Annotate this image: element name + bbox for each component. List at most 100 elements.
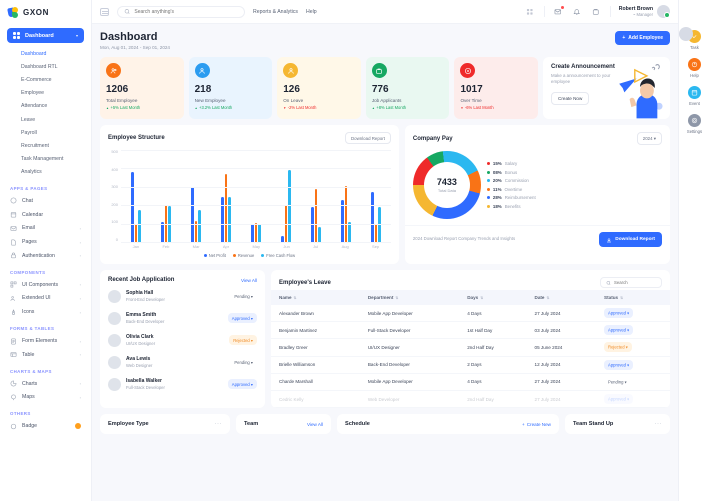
bar[interactable]: [224, 173, 228, 242]
download-report-button[interactable]: Download Report: [344, 132, 391, 144]
view-all-link[interactable]: View All: [240, 277, 257, 283]
stat-card[interactable]: 218 New Employee ▲ +3.2% Last Month: [188, 57, 273, 119]
sidebar-item-email[interactable]: Email ›: [7, 221, 84, 235]
table-row[interactable]: Charde Marshall Mobile App Developer 4 Day…: [271, 373, 670, 391]
leave-search-input[interactable]: [614, 280, 656, 285]
sidebar-item-calendar[interactable]: Calendar: [7, 208, 84, 222]
donut-legend-item[interactable]: 18% Benefits: [486, 204, 662, 209]
donut-legend-item[interactable]: 20% Commission: [486, 178, 662, 183]
view-all-link[interactable]: View All: [306, 421, 323, 427]
leave-search-box[interactable]: [600, 277, 662, 288]
rail-item-event[interactable]: Event: [687, 86, 701, 106]
sidebar-item-table[interactable]: Table ›: [7, 348, 84, 362]
sidebar-subitem-task-management[interactable]: Task Management: [21, 156, 64, 163]
status-badge[interactable]: Pending ▾: [608, 379, 627, 385]
user-menu[interactable]: Robert Brown ~ Manager: [619, 5, 670, 18]
bar[interactable]: [344, 185, 348, 242]
bar[interactable]: [370, 191, 374, 242]
donut-legend-item[interactable]: 28% Reimbursement: [486, 195, 662, 200]
create-new-button[interactable]: + Create New: [522, 421, 551, 427]
sidebar-item-chat[interactable]: Chat: [7, 194, 84, 208]
sidebar-item-authentication[interactable]: Authentication ›: [7, 249, 84, 263]
status-badge[interactable]: Approved ▾: [227, 379, 257, 389]
sidebar-item-icons[interactable]: Icons ›: [7, 305, 84, 319]
stat-card[interactable]: 1206 Total Employee ▲ +5% Last Month: [100, 57, 184, 119]
sidebar-item-extended-ui[interactable]: Extended UI ›: [7, 292, 84, 306]
bar[interactable]: [134, 224, 138, 242]
sidebar-subitem-payroll[interactable]: Payroll: [21, 129, 37, 136]
status-badge[interactable]: Pending ▾: [234, 293, 253, 299]
donut-legend-item[interactable]: 08% Bonus: [486, 170, 662, 175]
sidebar-subitem-e-commerce[interactable]: E-Commerce: [21, 76, 52, 83]
search-input[interactable]: [134, 8, 238, 15]
bar[interactable]: [198, 209, 201, 242]
sidebar-item-ui-components[interactable]: UI Components ›: [7, 278, 84, 292]
column-header[interactable]: Department ⇅: [361, 290, 462, 305]
status-badge[interactable]: Approved ▾: [604, 359, 634, 370]
bar[interactable]: [340, 199, 344, 242]
hamburger-icon[interactable]: [100, 7, 109, 16]
column-header[interactable]: Status ⇅: [598, 290, 670, 305]
bar[interactable]: [374, 223, 378, 242]
rail-avatar[interactable]: [679, 27, 693, 41]
nav-link-help[interactable]: Help: [305, 8, 317, 15]
table-row[interactable]: Alexander Brown Mobile App Developer 4 Day…: [271, 305, 670, 323]
nav-link-reports[interactable]: Reports & Analytics: [253, 8, 298, 15]
year-select[interactable]: 2024 ▾: [636, 132, 662, 145]
bar[interactable]: [251, 224, 254, 242]
notification-icon[interactable]: [572, 6, 583, 17]
legend-item[interactable]: Revenue: [232, 253, 254, 258]
sidebar-subitem-recruitment[interactable]: Recruitment: [21, 142, 49, 149]
list-item[interactable]: Ava Lewis Web Designer Pending ▾: [100, 351, 265, 373]
bar[interactable]: [254, 223, 258, 242]
sidebar-subitem-employee[interactable]: Employee: [21, 90, 45, 97]
search-box[interactable]: [117, 5, 245, 18]
bar[interactable]: [258, 224, 261, 242]
sidebar-item-form-elements[interactable]: Form Elements ›: [7, 334, 84, 348]
mail-icon[interactable]: [553, 6, 564, 17]
status-badge[interactable]: Approved ▾: [604, 325, 634, 336]
table-row[interactable]: Brielle Williamson Back-End Developer 2 Da…: [271, 356, 670, 374]
donut-legend-item[interactable]: 11% Overtime: [486, 187, 662, 192]
sidebar-item-dashboard[interactable]: Dashboard ▾: [7, 28, 84, 43]
sidebar-subitem-attendance[interactable]: Attendance: [21, 103, 48, 110]
sidebar-subitem-analytics[interactable]: Analytics: [21, 169, 42, 176]
download-report-button[interactable]: Download Report: [599, 232, 662, 247]
bar[interactable]: [194, 221, 198, 242]
list-item[interactable]: Emma Smith Back-End Developer Approved ▾: [100, 307, 265, 329]
table-row[interactable]: Bradley Greer UI/UX Designer 2nd Half Day 0…: [271, 338, 670, 357]
more-options-icon[interactable]: ···: [654, 421, 662, 428]
legend-item[interactable]: Free Cash Flow: [261, 253, 295, 258]
sidebar-subitem-dashboard-rtl[interactable]: Dashboard RTL: [21, 63, 58, 70]
sidebar-item-maps[interactable]: Maps ›: [7, 390, 84, 404]
rail-item-settings[interactable]: Settings: [687, 114, 702, 134]
bar[interactable]: [138, 209, 141, 242]
sidebar-item-pages[interactable]: Pages ›: [7, 235, 84, 249]
sidebar-item-badge[interactable]: Badge: [7, 419, 84, 433]
bar[interactable]: [348, 221, 351, 242]
add-employee-button[interactable]: + Add Employee: [615, 31, 670, 45]
bar[interactable]: [228, 197, 231, 242]
column-header[interactable]: Date ⇅: [528, 290, 599, 305]
brand[interactable]: GXON: [0, 0, 91, 24]
table-row[interactable]: Cedric Kelly Web Developer 2nd Half Day 27 …: [271, 390, 670, 409]
bar[interactable]: [314, 189, 318, 242]
status-badge[interactable]: Rejected ▾: [604, 342, 632, 353]
cart-icon[interactable]: [591, 6, 602, 17]
bar[interactable]: [191, 187, 194, 242]
column-header[interactable]: Days ⇅: [461, 290, 529, 305]
apps-icon[interactable]: [525, 6, 536, 17]
bar[interactable]: [221, 197, 224, 242]
table-row[interactable]: Benjamin Martinez Full-Stack Developer 1st…: [271, 321, 670, 340]
list-item[interactable]: Olivia Clark UI/UX Designer Rejected ▾: [100, 329, 265, 351]
list-item[interactable]: Isabella Walker Full-Stack Developer Appro…: [100, 373, 265, 395]
donut-legend-item[interactable]: 15% Salary: [486, 161, 662, 166]
more-options-icon[interactable]: ···: [214, 421, 222, 428]
create-now-button[interactable]: Create Now: [551, 91, 590, 105]
bar[interactable]: [281, 236, 284, 242]
sidebar-subitem-dashboard[interactable]: Dashboard: [21, 50, 47, 57]
stat-card[interactable]: 1017 Over Time ▼ -6% Last Month: [454, 57, 539, 119]
status-badge[interactable]: Approved ▾: [604, 308, 634, 319]
sidebar-subitem-leave[interactable]: Leave: [21, 116, 36, 123]
avatar[interactable]: [657, 5, 670, 18]
